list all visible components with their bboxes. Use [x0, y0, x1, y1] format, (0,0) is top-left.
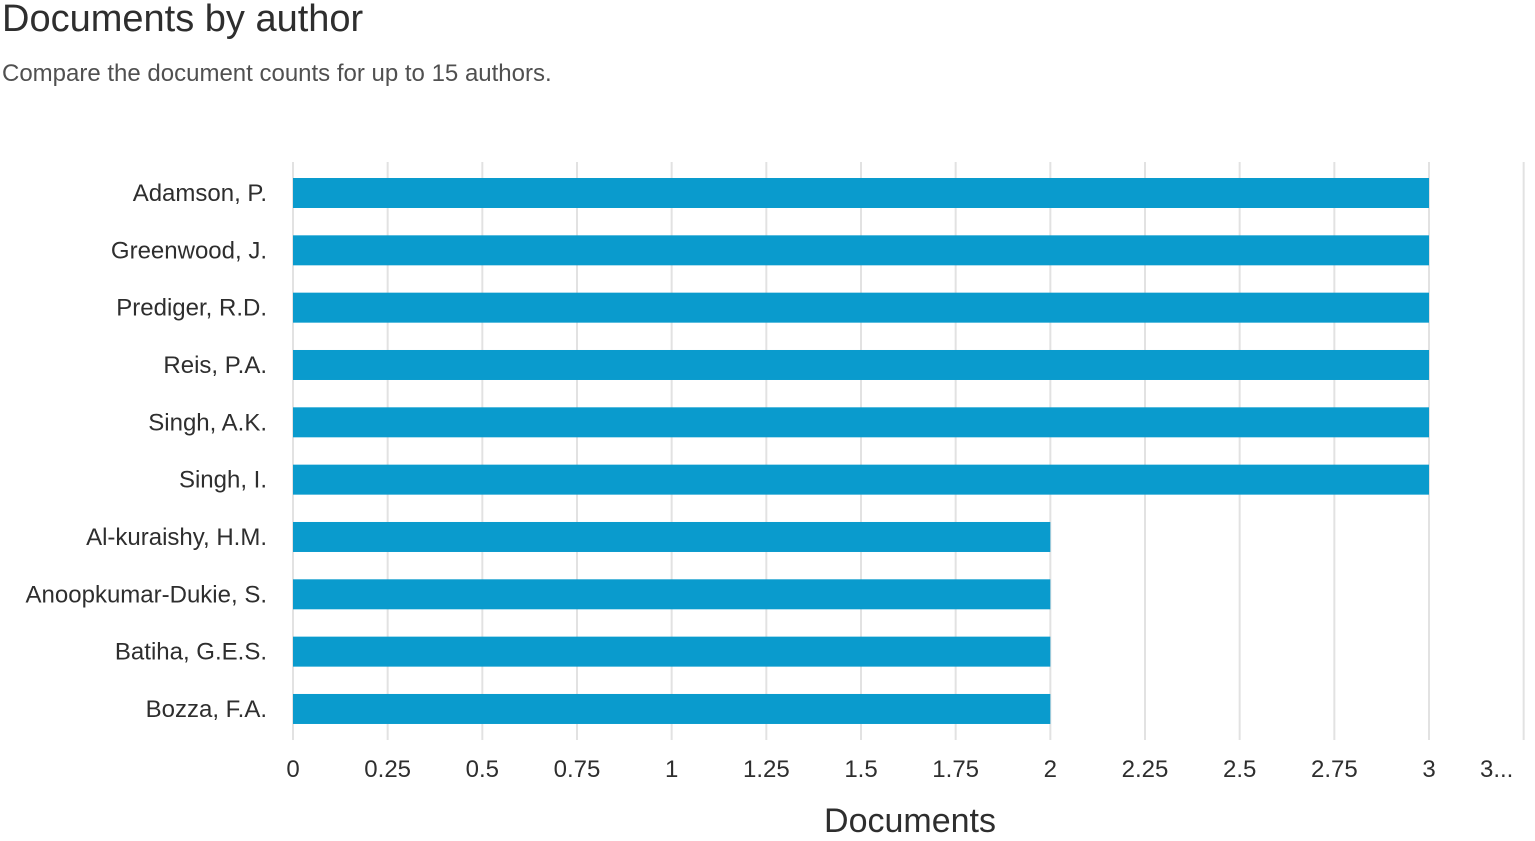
x-tick-label: 1.25 — [743, 756, 790, 783]
bar[interactable] — [293, 349, 1430, 380]
chart-subtitle: Compare the document counts for up to 15… — [2, 60, 552, 87]
bar[interactable] — [293, 407, 1430, 438]
x-tick-label: 2.5 — [1223, 756, 1256, 783]
bar[interactable] — [293, 636, 1051, 667]
x-tick-label: 2.75 — [1311, 756, 1358, 783]
x-tick-label: 3 — [1422, 756, 1435, 783]
bar[interactable] — [293, 579, 1051, 610]
x-tick-label: 1.5 — [844, 756, 877, 783]
chart-title: Documents by author — [2, 0, 364, 40]
category-label: Batiha, G.E.S. — [115, 639, 267, 666]
category-label: Al-kuraishy, H.M. — [86, 524, 267, 551]
x-tick-label: 0.5 — [466, 756, 499, 783]
x-tick-label: 0 — [286, 756, 299, 783]
bar[interactable] — [293, 464, 1430, 495]
category-label: Adamson, P. — [133, 180, 267, 207]
category-label: Reis, P.A. — [163, 352, 267, 379]
category-label: Bozza, F.A. — [146, 696, 267, 723]
category-labels: Adamson, P. Greenwood, J. Prediger, R.D. Re… — [26, 180, 267, 723]
x-axis-title: Documents — [824, 802, 996, 840]
x-tick-labels: 0 0.25 0.5 0.75 1 1.25 1.5 1.75 2 2.25 2.5 2.75 3 3..… — [286, 756, 1513, 783]
category-label: Greenwood, J. — [111, 237, 267, 264]
category-label: Singh, I. — [179, 467, 267, 494]
bar[interactable] — [293, 235, 1430, 266]
bars — [293, 178, 1430, 724]
x-tick-label: 2 — [1044, 756, 1057, 783]
category-label: Prediger, R.D. — [116, 295, 267, 322]
bar[interactable] — [293, 292, 1430, 323]
bar[interactable] — [293, 693, 1051, 724]
x-tick-label: 2.25 — [1122, 756, 1169, 783]
category-label: Anoopkumar-Dukie, S. — [26, 581, 267, 608]
x-tick-label: 0.75 — [554, 756, 601, 783]
x-tick-label: 3... — [1480, 756, 1513, 783]
x-tick-label: 1 — [665, 756, 678, 783]
x-tick-label: 1.75 — [932, 756, 979, 783]
category-label: Singh, A.K. — [148, 409, 267, 436]
bar[interactable] — [293, 521, 1051, 552]
bar[interactable] — [293, 178, 1430, 208]
x-tick-label: 0.25 — [364, 756, 411, 783]
